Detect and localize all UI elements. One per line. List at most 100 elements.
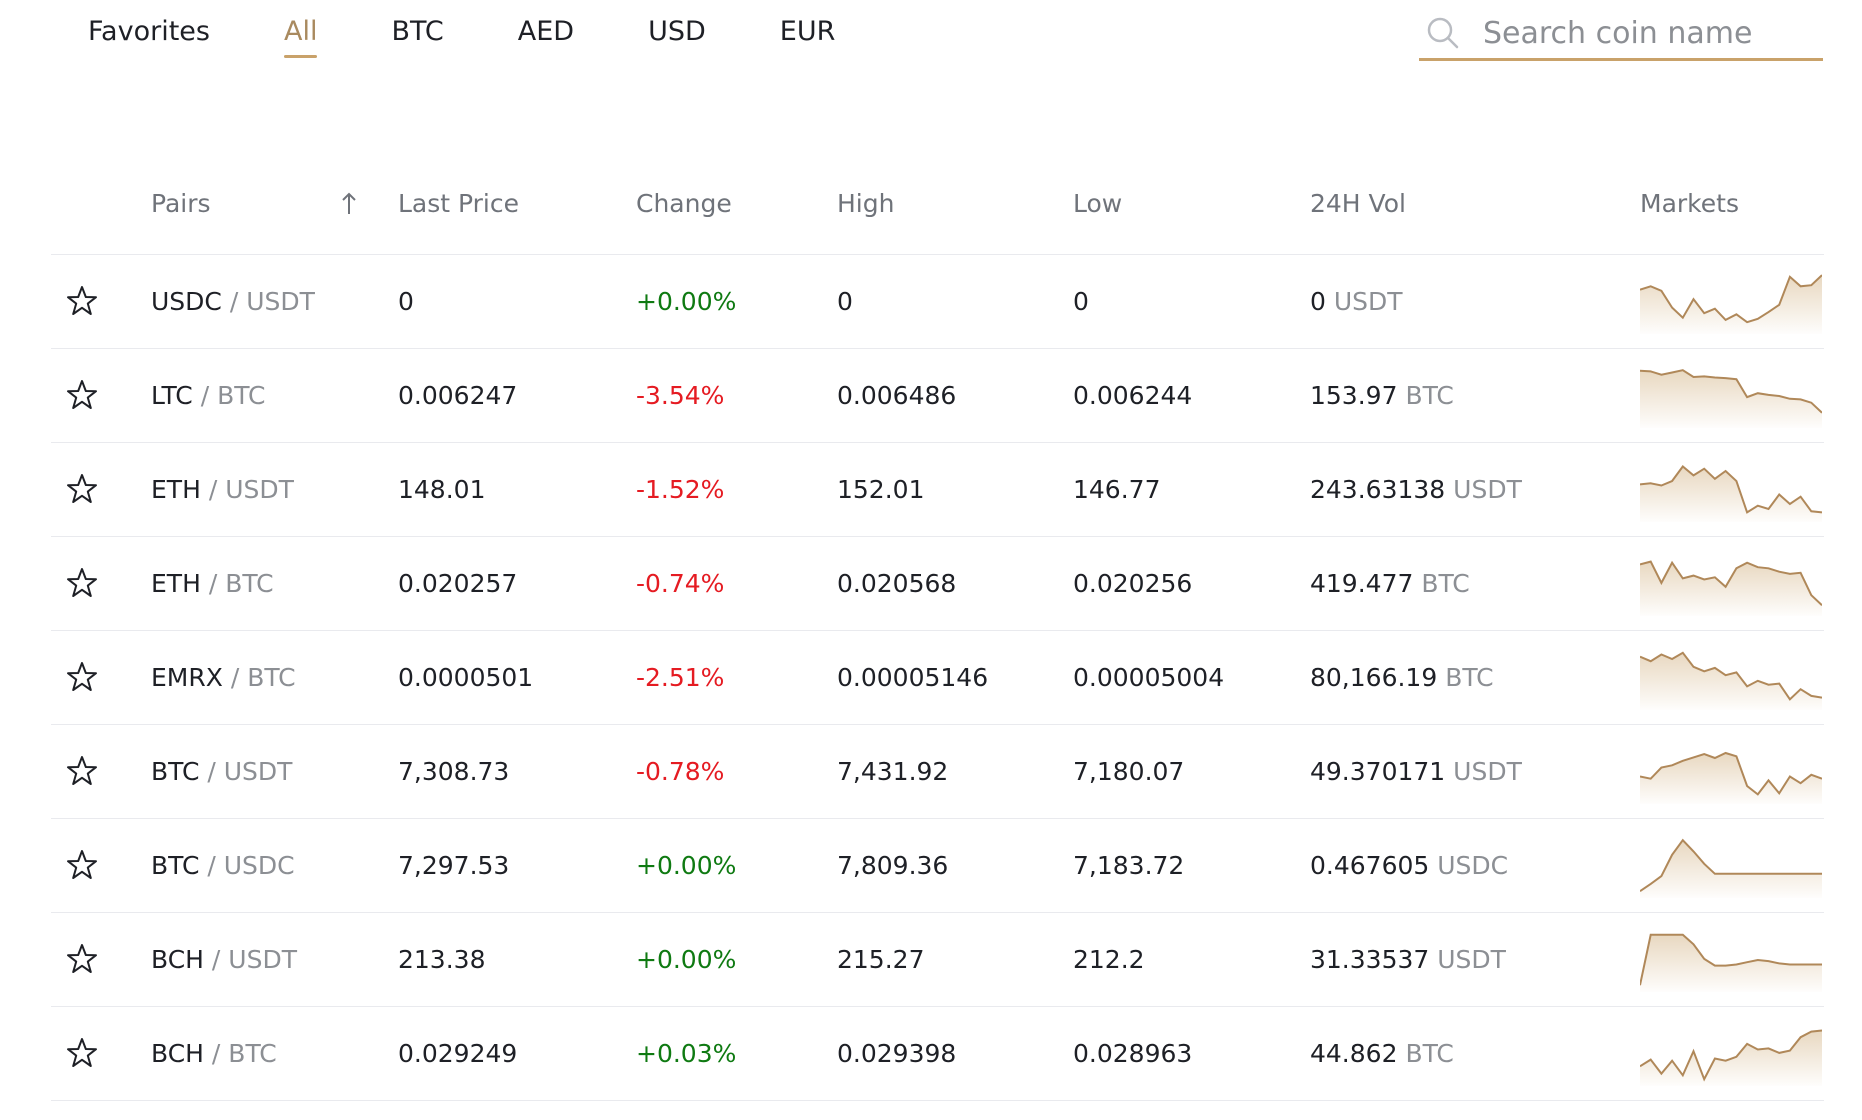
last-price: 0.029249: [398, 1039, 518, 1068]
volume-value: 0.467605: [1310, 851, 1430, 880]
favorite-star-icon[interactable]: [64, 847, 100, 883]
search-icon: [1423, 13, 1463, 53]
low-price: 0: [1073, 287, 1089, 316]
favorite-star-icon[interactable]: [64, 471, 100, 507]
high-price: 152.01: [837, 475, 925, 504]
change-percent: +0.00%: [636, 287, 737, 316]
table-row[interactable]: LTC / BTC 0.006247 -3.54% 0.006486 0.006244 1…: [51, 349, 1824, 443]
table-body: USDC / USDT 0 +0.00% 0 0 0 USDT LTC / BTC 0.006…: [51, 255, 1824, 1101]
volume-value: 153.97: [1310, 381, 1398, 410]
sort-arrow-up-icon[interactable]: [339, 190, 359, 218]
tab-eur[interactable]: EUR: [779, 16, 836, 47]
sparkline-line: [1640, 651, 1822, 701]
market-sparkline: [1640, 465, 1822, 522]
last-price: 0: [398, 287, 414, 316]
table-row[interactable]: USDC / USDT 0 +0.00% 0 0 0 USDT: [51, 255, 1824, 349]
favorite-star-icon[interactable]: [64, 941, 100, 977]
volume-unit: USDT: [1437, 945, 1506, 974]
market-sparkline: [1640, 838, 1822, 898]
change-percent: +0.03%: [636, 1039, 737, 1068]
volume-cell: 0 USDT: [1310, 255, 1403, 348]
header-24h-vol[interactable]: 24H Vol: [1310, 189, 1406, 218]
volume-cell: 80,166.19 BTC: [1310, 631, 1494, 724]
volume-unit: BTC: [1421, 569, 1470, 598]
table-row[interactable]: BTC / USDC 7,297.53 +0.00% 7,809.36 7,183.72…: [51, 819, 1824, 913]
table-row[interactable]: BCH / BTC 0.029249 +0.03% 0.029398 0.028963 4…: [51, 1007, 1824, 1101]
volume-value: 80,166.19: [1310, 663, 1438, 692]
volume-unit: USDT: [1453, 475, 1522, 504]
sparkline-line: [1640, 1029, 1822, 1082]
market-sparkline: [1640, 1029, 1822, 1086]
favorite-star-icon[interactable]: [64, 659, 100, 695]
last-price: 148.01: [398, 475, 486, 504]
table-row[interactable]: BCH / USDT 213.38 +0.00% 215.27 212.2 31.3353…: [51, 913, 1824, 1007]
header-last-price[interactable]: Last Price: [398, 189, 520, 218]
table-row[interactable]: EMRX / BTC 0.0000501 -2.51% 0.00005146 0.000…: [51, 631, 1824, 725]
base-asset: USDC: [151, 287, 222, 316]
quote-asset: / USDT: [211, 945, 297, 974]
favorite-star-icon[interactable]: [64, 283, 100, 319]
market-sparkline: [1640, 751, 1822, 804]
high-price: 0.029398: [837, 1039, 957, 1068]
favorite-star-icon[interactable]: [64, 377, 100, 413]
low-price: 0.028963: [1073, 1039, 1193, 1068]
sparkline-area: [1640, 466, 1822, 522]
header-change[interactable]: Change: [636, 189, 732, 218]
market-sparkline: [1640, 369, 1822, 428]
base-asset: ETH: [151, 475, 201, 504]
market-sparkline: [1640, 274, 1822, 334]
volume-cell: 0.467605 USDC: [1310, 819, 1508, 912]
change-percent: -0.78%: [636, 757, 725, 786]
sparkline-area: [1640, 934, 1822, 992]
search-input[interactable]: [1481, 14, 1805, 52]
table-row[interactable]: BTC / USDT 7,308.73 -0.78% 7,431.92 7,180.07…: [51, 725, 1824, 819]
markets-table: Pairs Last Price Change High Low 24H Vol…: [51, 162, 1824, 1101]
pair-cell: BTC / USDT: [151, 725, 292, 818]
volume-unit: USDT: [1333, 287, 1403, 316]
sparkline-line: [1640, 933, 1822, 986]
volume-value: 419.477: [1310, 569, 1414, 598]
table-row[interactable]: ETH / BTC 0.020257 -0.74% 0.020568 0.020256 4…: [51, 537, 1824, 631]
header-pairs[interactable]: Pairs: [151, 189, 211, 218]
volume-unit: USDC: [1437, 851, 1509, 880]
volume-cell: 49.370171 USDT: [1310, 725, 1522, 818]
volume-cell: 419.477 BTC: [1310, 537, 1470, 630]
low-price: 7,180.07: [1073, 757, 1185, 786]
last-price: 0.0000501: [398, 663, 534, 692]
sparkline-line: [1640, 274, 1822, 324]
tab-aed[interactable]: AED: [517, 16, 575, 47]
quote-asset: / BTC: [208, 569, 274, 598]
volume-unit: BTC: [1405, 1039, 1454, 1068]
high-price: 0: [837, 287, 853, 316]
last-price: 7,308.73: [398, 757, 510, 786]
market-sparkline: [1640, 651, 1822, 710]
pair-cell: LTC / BTC: [151, 349, 266, 442]
sparkline-area: [1640, 561, 1822, 616]
last-price: 0.006247: [398, 381, 518, 410]
base-asset: BTC: [151, 757, 200, 786]
tab-usd[interactable]: USD: [648, 16, 706, 47]
header-markets: Markets: [1640, 189, 1739, 218]
tab-favorites[interactable]: Favorites: [88, 16, 210, 47]
favorite-star-icon[interactable]: [64, 565, 100, 601]
favorite-star-icon[interactable]: [64, 1035, 100, 1071]
header-high[interactable]: High: [837, 189, 895, 218]
favorite-star-icon[interactable]: [64, 753, 100, 789]
pair-cell: ETH / USDT: [151, 443, 294, 536]
tab-btc[interactable]: BTC: [391, 16, 444, 47]
sparkline-area: [1640, 275, 1822, 334]
low-price: 0.00005004: [1073, 663, 1225, 692]
pair-cell: BCH / BTC: [151, 1007, 277, 1100]
table-row[interactable]: ETH / USDT 148.01 -1.52% 152.01 146.77 243.63…: [51, 443, 1824, 537]
sparkline-line: [1640, 838, 1822, 893]
high-price: 0.006486: [837, 381, 957, 410]
header-low[interactable]: Low: [1073, 189, 1123, 218]
low-price: 0.006244: [1073, 381, 1193, 410]
base-asset: EMRX: [151, 663, 223, 692]
sparkline-line: [1640, 560, 1822, 607]
volume-value: 49.370171: [1310, 757, 1446, 786]
sparkline-area: [1640, 1030, 1822, 1086]
volume-cell: 44.862 BTC: [1310, 1007, 1454, 1100]
tab-all[interactable]: All: [283, 0, 318, 64]
low-price: 212.2: [1073, 945, 1145, 974]
